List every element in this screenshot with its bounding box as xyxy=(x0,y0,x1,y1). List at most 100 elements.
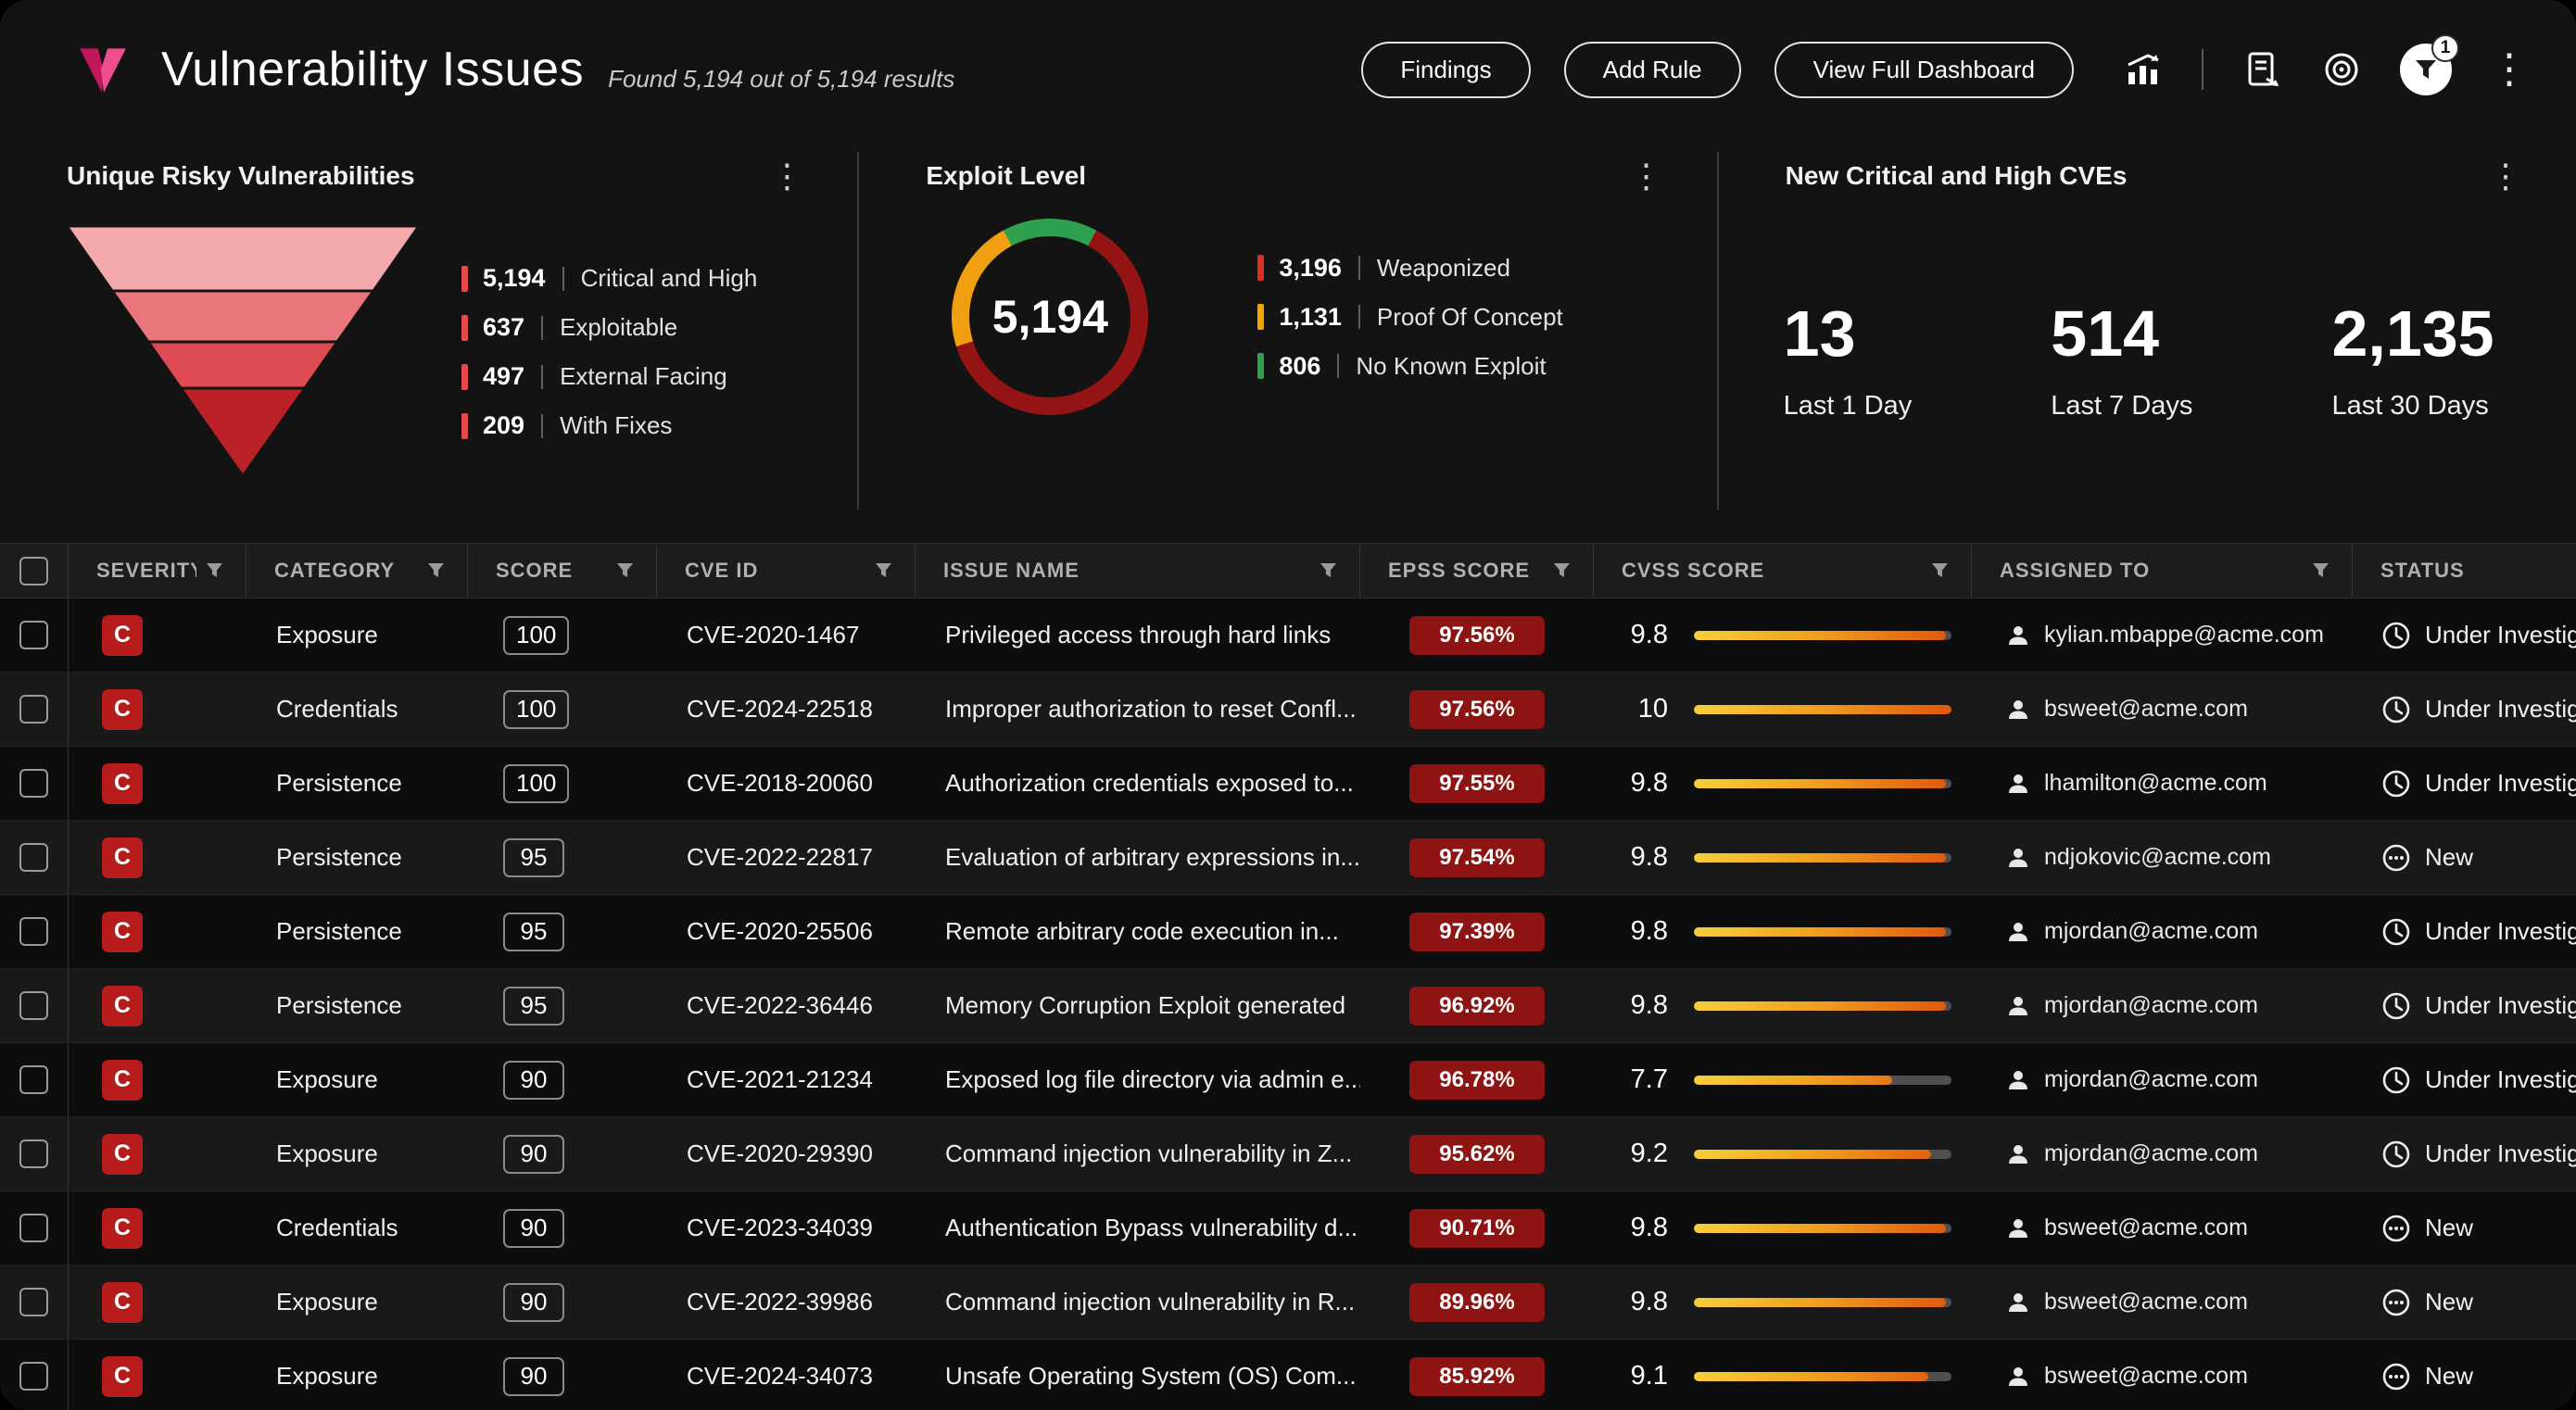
column-filter-icon[interactable] xyxy=(2303,562,2330,579)
column-filter-icon[interactable] xyxy=(1922,562,1949,579)
issue-name-text[interactable]: Privileged access through hard links xyxy=(945,621,1331,649)
column-header-label: ASSIGNED TO xyxy=(2000,559,2150,583)
column-header[interactable]: CVE ID xyxy=(657,544,915,598)
column-filter-icon[interactable] xyxy=(865,562,892,579)
row-checkbox[interactable] xyxy=(19,1288,48,1316)
report-icon[interactable] xyxy=(2241,48,2283,91)
assignee-email[interactable]: mjordan@acme.com xyxy=(2044,1066,2258,1093)
panel-title-new-cves: New Critical and High CVEs xyxy=(1786,161,2128,191)
table-row[interactable]: C Persistence 95 CVE-2020-25506 Remote a… xyxy=(0,895,2576,969)
row-checkbox[interactable] xyxy=(19,769,48,798)
cve-id-text[interactable]: CVE-2024-34073 xyxy=(687,1362,873,1391)
column-header[interactable]: ASSIGNED TO xyxy=(1972,544,2353,598)
issue-name-text[interactable]: Exposed log file directory via admin e..… xyxy=(945,1065,1360,1094)
column-header[interactable]: STATUS xyxy=(2353,544,2576,598)
category-text: Persistence xyxy=(276,843,402,872)
header-action-button[interactable]: View Full Dashboard xyxy=(1774,42,2074,98)
column-filter-icon[interactable] xyxy=(1544,562,1571,579)
column-header[interactable]: ISSUE NAME xyxy=(915,544,1360,598)
assignee-email[interactable]: mjordan@acme.com xyxy=(2044,918,2258,945)
cve-id-text[interactable]: CVE-2020-29390 xyxy=(687,1139,873,1168)
issue-name-text[interactable]: Remote arbitrary code execution in... xyxy=(945,917,1339,946)
select-all-checkbox[interactable] xyxy=(19,557,48,585)
issue-name-text[interactable]: Authentication Bypass vulnerability d... xyxy=(945,1214,1357,1242)
assignee-email[interactable]: bsweet@acme.com xyxy=(2044,1363,2248,1390)
table-row[interactable]: C Exposure 90 CVE-2024-34073 Unsafe Oper… xyxy=(0,1340,2576,1410)
table-row[interactable]: C Credentials 100 CVE-2024-22518 Imprope… xyxy=(0,673,2576,747)
severity-cell: C xyxy=(69,821,246,894)
row-select-cell xyxy=(0,747,69,820)
row-checkbox[interactable] xyxy=(19,1362,48,1391)
column-header[interactable]: EPSS SCORE xyxy=(1360,544,1594,598)
table-row[interactable]: C Persistence 95 CVE-2022-22817 Evaluati… xyxy=(0,821,2576,895)
cve-id-text[interactable]: CVE-2022-22817 xyxy=(687,843,873,872)
issue-name-text[interactable]: Command injection vulnerability in R... xyxy=(945,1288,1355,1316)
column-filter-icon[interactable] xyxy=(418,562,445,579)
panel-menu-icon[interactable]: ⋮ xyxy=(1630,159,1663,193)
table-row[interactable]: C Exposure 90 CVE-2020-29390 Command inj… xyxy=(0,1117,2576,1191)
assignee-email[interactable]: kylian.mbappe@acme.com xyxy=(2044,622,2324,648)
column-header[interactable]: SCORE xyxy=(468,544,657,598)
row-checkbox[interactable] xyxy=(19,1139,48,1168)
row-checkbox[interactable] xyxy=(19,695,48,724)
cve-id-text[interactable]: CVE-2020-1467 xyxy=(687,621,859,649)
panel-menu-icon[interactable]: ⋮ xyxy=(770,159,803,193)
assignee-email[interactable]: ndjokovic@acme.com xyxy=(2044,844,2271,871)
issue-name-text[interactable]: Evaluation of arbitrary expressions in..… xyxy=(945,843,1360,872)
category-cell: Exposure xyxy=(246,1265,468,1339)
header-action-button[interactable]: Add Rule xyxy=(1564,42,1741,98)
row-checkbox[interactable] xyxy=(19,917,48,946)
column-header[interactable]: CATEGORY xyxy=(246,544,468,598)
panel-menu-icon[interactable]: ⋮ xyxy=(2489,159,2522,193)
score-box: 90 xyxy=(503,1357,564,1396)
target-icon[interactable] xyxy=(2320,48,2363,91)
assignee-email[interactable]: mjordan@acme.com xyxy=(2044,992,2258,1019)
row-checkbox[interactable] xyxy=(19,843,48,872)
cve-id-text[interactable]: CVE-2024-22518 xyxy=(687,695,873,724)
panel-exploit-level: Exploit Level ⋮ 5,194 3,196 Weaponized 1… xyxy=(859,139,1716,543)
column-filter-icon[interactable] xyxy=(607,562,634,579)
table-row[interactable]: C Persistence 95 CVE-2022-36446 Memory C… xyxy=(0,969,2576,1043)
table-row[interactable]: C Persistence 100 CVE-2018-20060 Authori… xyxy=(0,747,2576,821)
column-filter-icon[interactable] xyxy=(196,562,223,579)
row-checkbox[interactable] xyxy=(19,621,48,649)
filter-icon[interactable]: 1 xyxy=(2400,44,2452,95)
assigned-cell: mjordan@acme.com xyxy=(1972,1117,2353,1190)
cvss-bar xyxy=(1694,1298,1951,1307)
issue-name-text[interactable]: Command injection vulnerability in Z... xyxy=(945,1139,1352,1168)
table-row[interactable]: C Exposure 90 CVE-2021-21234 Exposed log… xyxy=(0,1043,2576,1117)
table-row[interactable]: C Exposure 100 CVE-2020-1467 Privileged … xyxy=(0,598,2576,673)
assignee-email[interactable]: lhamilton@acme.com xyxy=(2044,770,2267,797)
cve-id-text[interactable]: CVE-2022-36446 xyxy=(687,991,873,1020)
cve-id-text[interactable]: CVE-2022-39986 xyxy=(687,1288,873,1316)
header-action-button[interactable]: Findings xyxy=(1361,42,1530,98)
column-header[interactable]: CVSS SCORE xyxy=(1594,544,1972,598)
assignee-email[interactable]: bsweet@acme.com xyxy=(2044,1215,2248,1241)
analytics-icon[interactable] xyxy=(2122,48,2165,91)
assigned-cell: mjordan@acme.com xyxy=(1972,1043,2353,1116)
issue-name-text[interactable]: Authorization credentials exposed to... xyxy=(945,769,1354,798)
category-cell: Persistence xyxy=(246,895,468,968)
table-row[interactable]: C Exposure 90 CVE-2022-39986 Command inj… xyxy=(0,1265,2576,1340)
assignee-email[interactable]: bsweet@acme.com xyxy=(2044,696,2248,723)
cve-id-text[interactable]: CVE-2021-21234 xyxy=(687,1065,873,1094)
more-menu-icon[interactable]: ⋮ xyxy=(2489,49,2530,90)
cve-id-text[interactable]: CVE-2020-25506 xyxy=(687,917,873,946)
column-filter-icon[interactable] xyxy=(1310,562,1337,579)
row-checkbox[interactable] xyxy=(19,991,48,1020)
epss-cell: 96.92% xyxy=(1360,969,1594,1042)
assignee-email[interactable]: bsweet@acme.com xyxy=(2044,1289,2248,1316)
column-header[interactable]: SEVERITY xyxy=(69,544,246,598)
cve-id-text[interactable]: CVE-2018-20060 xyxy=(687,769,873,798)
issue-name-text[interactable]: Improper authorization to reset Confl... xyxy=(945,695,1357,724)
severity-badge: C xyxy=(102,1356,143,1397)
row-checkbox[interactable] xyxy=(19,1065,48,1094)
issue-name-text[interactable]: Unsafe Operating System (OS) Com... xyxy=(945,1362,1357,1391)
table-row[interactable]: C Credentials 90 CVE-2023-34039 Authenti… xyxy=(0,1191,2576,1265)
row-checkbox[interactable] xyxy=(19,1214,48,1242)
assignee-email[interactable]: mjordan@acme.com xyxy=(2044,1140,2258,1167)
issue-name-text[interactable]: Memory Corruption Exploit generated xyxy=(945,991,1345,1020)
category-cell: Persistence xyxy=(246,747,468,820)
status-cell: Under Investig xyxy=(2353,1043,2576,1116)
cve-id-text[interactable]: CVE-2023-34039 xyxy=(687,1214,873,1242)
